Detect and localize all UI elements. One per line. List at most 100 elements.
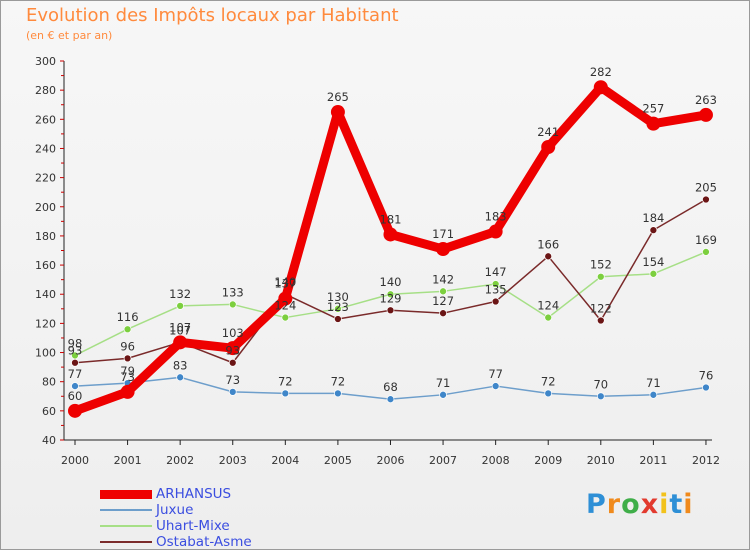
x-tick-label: 2005 [324,454,352,467]
x-tick-label: 2006 [376,454,404,467]
x-tick-label: 2001 [114,454,142,467]
data-point-juxue [649,390,658,399]
data-label-arhansus: 183 [485,210,507,224]
data-point-uhart-mixe [439,287,447,296]
data-point-arhansus [541,140,556,155]
data-point-uhart-mixe [702,248,710,256]
y-tick-label: 100 [35,347,56,360]
data-point-juxue [228,388,237,396]
y-tick-label: 160 [35,259,56,272]
y-tick-label: 140 [35,288,56,301]
y-tick-label: 260 [35,113,56,126]
data-point-ostabat-asme [702,195,710,204]
data-label-uhart-mixe: 98 [68,336,83,350]
data-label-juxue: 83 [173,358,188,372]
data-point-juxue [702,383,710,392]
data-point-ostabat-asme [544,252,553,261]
data-label-uhart-mixe: 124 [537,299,559,313]
data-label-ostabat-asme: 93 [225,344,240,358]
x-tick-label: 2010 [587,454,615,467]
data-point-ostabat-asme [386,306,395,315]
data-label-juxue: 72 [278,374,293,388]
data-label-arhansus: 263 [695,93,717,107]
data-point-ostabat-asme [228,358,237,367]
legend-item-arhansus: ARHANSUS [100,486,300,502]
data-label-uhart-mixe: 154 [642,255,664,269]
series-juxue [71,373,710,404]
logo-letter: x [640,489,660,520]
data-point-arhansus [330,105,345,120]
data-label-uhart-mixe: 133 [222,285,244,299]
data-point-uhart-mixe [544,313,553,322]
data-point-arhansus [173,335,188,350]
logo-letter: P [586,489,607,520]
data-point-uhart-mixe [491,280,500,288]
data-point-uhart-mixe [281,313,290,322]
legend-item-uhart-mixe: Uhart-Mixe [100,518,300,534]
data-point-juxue [491,382,500,390]
x-tick-label: 2009 [534,454,562,467]
data-label-uhart-mixe: 124 [274,299,296,313]
data-point-juxue [334,389,342,398]
legend: ARHANSUS Juxue Uhart-Mixe Ostabat-Asme [100,486,300,550]
data-label-ostabat-asme: 123 [327,300,349,314]
data-label-juxue: 71 [646,376,661,390]
x-tick-label: 2008 [482,454,510,467]
logo-letter: r [606,489,622,520]
data-label-arhansus: 241 [537,125,559,139]
data-point-arhansus [646,116,661,131]
data-label-arhansus: 103 [222,326,244,340]
data-point-ostabat-asme [596,316,605,325]
data-label-arhansus: 107 [169,320,191,334]
data-label-juxue: 73 [225,373,240,387]
data-label-juxue: 76 [699,369,714,383]
data-label-uhart-mixe: 169 [695,233,717,247]
data-point-juxue [176,373,185,382]
data-point-juxue [596,392,605,401]
y-tick-label: 200 [35,201,56,214]
axes: 40 60 80 100 120 140 160 180 200 220 240 260 280 300 2… [35,55,720,467]
data-point-arhansus [436,242,451,257]
y-tick-label: 80 [42,376,56,389]
data-point-arhansus [278,291,293,306]
data-point-juxue [386,395,395,404]
data-point-uhart-mixe [176,302,185,310]
data-label-juxue: 72 [541,374,556,388]
y-tick-label: 220 [35,172,56,185]
data-label-ostabat-asme: 135 [485,283,507,297]
data-label-arhansus: 282 [590,65,612,79]
data-label-arhansus: 265 [327,90,349,104]
series-line-arhansus [70,82,711,416]
y-tick-label: 180 [35,230,56,243]
legend-label-uhart-mixe: Uhart-Mixe [156,518,230,534]
series-arhansus [68,80,713,418]
data-point-ostabat-asme [649,226,658,234]
data-label-juxue: 71 [436,376,451,390]
data-label-uhart-mixe: 116 [117,310,139,324]
y-tick-label: 300 [35,55,56,68]
data-label-ostabat-asme: 122 [590,301,612,315]
data-label-juxue: 70 [593,377,608,391]
data-label-juxue: 77 [68,367,83,381]
data-point-uhart-mixe [649,269,658,278]
data-label-juxue: 72 [331,374,346,388]
legend-item-ostabat-asme: Ostabat-Asme [100,534,300,550]
data-point-arhansus [68,403,82,418]
data-point-uhart-mixe [596,272,605,281]
logo-letter: o [621,489,641,520]
legend-swatch-arhansus [100,490,152,499]
data-label-juxue: 79 [120,364,135,378]
y-tick-label: 60 [42,405,56,418]
data-point-juxue [281,389,290,398]
data-label-ostabat-asme: 107 [169,323,191,337]
legend-label-arhansus: ARHANSUS [156,486,232,502]
x-tick-label: 2002 [166,454,194,467]
data-label-ostabat-asme: 96 [120,339,135,353]
series-layer [68,80,713,418]
data-label-ostabat-asme: 127 [432,294,454,308]
x-tick-label: 2003 [219,454,247,467]
data-point-uhart-mixe [228,300,237,309]
data-label-uhart-mixe: 140 [380,275,402,289]
data-label-uhart-mixe: 130 [327,290,349,304]
chart-subtitle: (en € et par an) [26,29,113,42]
